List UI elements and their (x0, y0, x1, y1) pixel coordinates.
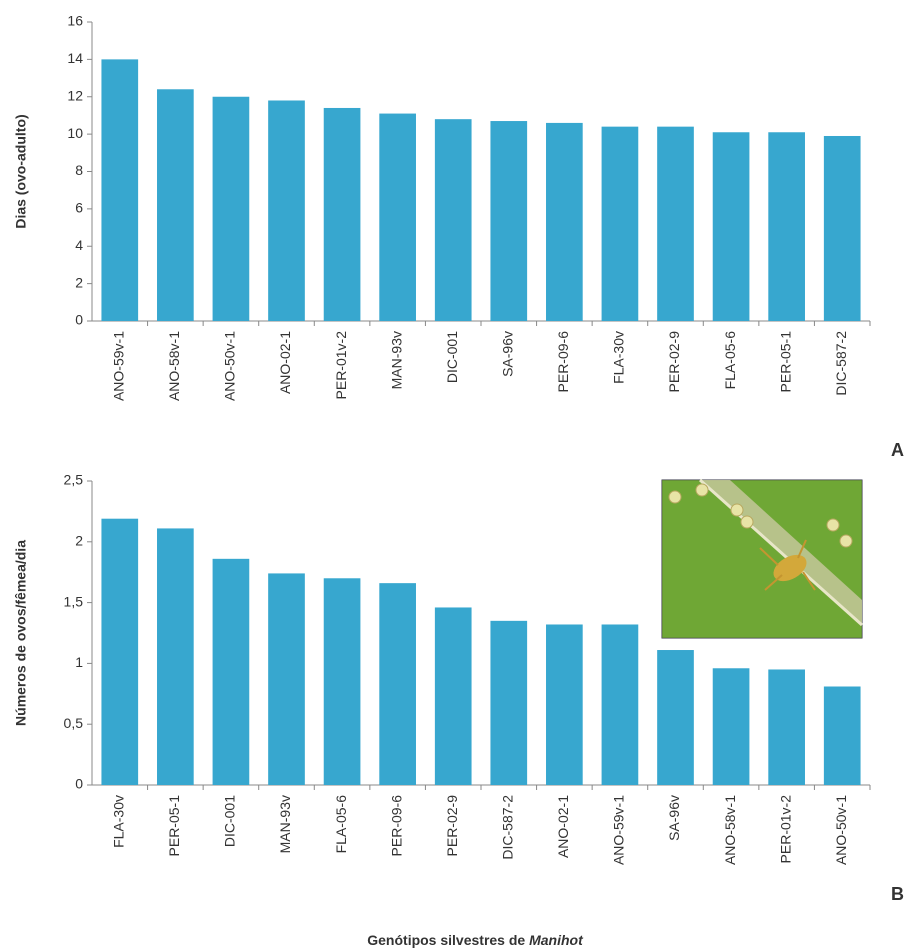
y-tick-label: 2,5 (64, 472, 84, 488)
y-tick-label: 0,5 (64, 715, 84, 731)
figure: 0246810121416ANO-59v-1ANO-58v-1ANO-50v-1… (0, 0, 911, 950)
y-tick-label: 1,5 (64, 593, 84, 609)
x-tick-label: SA-96v (499, 331, 515, 377)
bar (324, 578, 361, 785)
y-tick-label: 0 (75, 312, 83, 328)
bar (768, 132, 805, 321)
x-tick-label: PER-05-1 (166, 795, 182, 857)
x-axis-title-italic: Manihot (529, 932, 584, 948)
bar (546, 123, 583, 321)
y-tick-label: 14 (67, 50, 83, 66)
x-axis-title: Genótipos silvestres de Manihot (367, 932, 584, 948)
bar (713, 132, 750, 321)
x-tick-label: DIC-001 (444, 331, 460, 383)
inset-photo (662, 480, 862, 638)
x-tick-label: DIC-587-2 (499, 795, 515, 860)
bar (546, 624, 583, 785)
bar (824, 136, 861, 321)
x-tick-label: PER-09-6 (555, 331, 571, 393)
panel-letter: B (891, 884, 904, 904)
x-tick-label: ANO-58v-1 (722, 795, 738, 865)
bar (435, 607, 472, 785)
bar (379, 583, 416, 785)
x-tick-label: PER-02-9 (666, 331, 682, 393)
bar (768, 669, 805, 785)
bar (157, 89, 194, 321)
x-tick-label: DIC-001 (222, 795, 238, 847)
y-tick-label: 8 (75, 162, 83, 178)
y-tick-label: 2 (75, 533, 83, 549)
y-tick-label: 4 (75, 237, 83, 253)
x-tick-label: ANO-50v-1 (222, 331, 238, 401)
y-tick-label: 1 (75, 654, 83, 670)
x-axis-title-text: Genótipos silvestres de (367, 932, 525, 948)
x-tick-label: PER-01v-2 (333, 331, 349, 400)
x-tick-label: ANO-58v-1 (166, 331, 182, 401)
bar (379, 114, 416, 321)
bar (657, 650, 694, 785)
y-axis-title: Dias (ovo-adulto) (13, 114, 29, 228)
y-tick-label: 16 (67, 13, 83, 29)
x-tick-label: PER-05-1 (777, 331, 793, 393)
bar (602, 624, 639, 785)
x-tick-label: PER-02-9 (444, 795, 460, 857)
y-axis-title: Números de ovos/fêmea/dia (13, 540, 29, 726)
y-tick-label: 0 (75, 776, 83, 792)
x-tick-label: DIC-587-2 (833, 331, 849, 396)
bar (490, 121, 527, 321)
bar (490, 621, 527, 785)
x-tick-label: FLA-05-6 (722, 331, 738, 390)
panel-letter: A (891, 440, 904, 460)
y-tick-label: 10 (67, 125, 83, 141)
x-tick-label: FLA-30v (110, 795, 126, 848)
x-tick-label: FLA-30v (611, 331, 627, 384)
x-tick-label: FLA-05-6 (333, 795, 349, 854)
x-tick-label: ANO-59v-1 (110, 331, 126, 401)
x-tick-label: SA-96v (666, 795, 682, 841)
bar (101, 519, 138, 785)
bar (824, 687, 861, 785)
x-tick-label: PER-01v-2 (777, 795, 793, 864)
x-tick-label: ANO-02-1 (277, 331, 293, 394)
bar (602, 127, 639, 321)
bar (157, 528, 194, 785)
chart-panel: 0 2 4 6 8 10 12 14 16 ANO-59v-1 ANO-58v-1 ANO-50v-1… (13, 13, 904, 460)
bar (713, 668, 750, 785)
x-tick-label: ANO-59v-1 (611, 795, 627, 865)
y-tick-label: 6 (75, 200, 83, 216)
bar (213, 97, 250, 321)
bar (435, 119, 472, 321)
x-tick-label: ANO-02-1 (555, 795, 571, 858)
bar (657, 127, 694, 321)
y-tick-label: 2 (75, 274, 83, 290)
x-tick-label: ANO-50v-1 (833, 795, 849, 865)
bar (268, 100, 305, 321)
bar (268, 573, 305, 785)
bar (324, 108, 361, 321)
x-tick-label: MAN-93v (277, 795, 293, 853)
bar (101, 59, 138, 321)
y-tick-label: 12 (67, 87, 83, 103)
bar (213, 559, 250, 785)
x-tick-label: MAN-93v (388, 331, 404, 389)
x-tick-label: PER-09-6 (388, 795, 404, 857)
